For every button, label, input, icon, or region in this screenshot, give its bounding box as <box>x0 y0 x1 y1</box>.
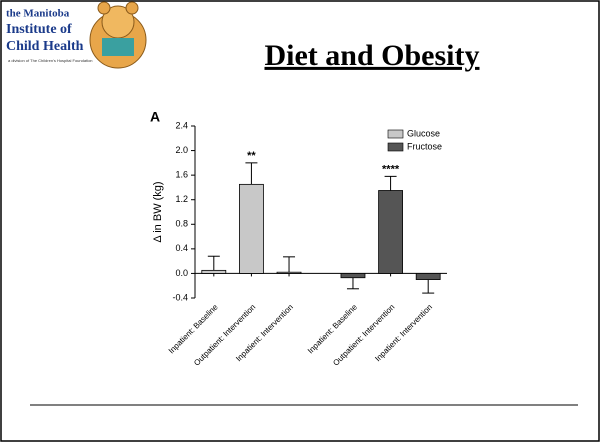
logo-text: the Manitoba <box>6 8 70 20</box>
legend-swatch <box>387 129 404 139</box>
slide-title: Diet and Obesity <box>264 39 479 72</box>
logo-text: Child Health <box>6 39 84 54</box>
bar <box>239 183 264 274</box>
panel-label: A <box>150 109 160 125</box>
legend-label: Glucose <box>407 128 440 138</box>
error-bar <box>346 277 359 290</box>
legend-swatch <box>387 142 404 152</box>
error-bar <box>384 175 397 191</box>
logo-bear-ear <box>97 1 111 15</box>
y-axis-label: Δ in BW (kg) <box>152 181 164 242</box>
error-bar <box>422 279 435 294</box>
y-tick-label: 1.2 <box>175 194 188 204</box>
y-tick-label: 0.0 <box>175 268 188 278</box>
bar <box>378 190 403 274</box>
logo-tagline: a division of The Children's Hospital Fo… <box>8 58 93 63</box>
logo-bear-ear <box>125 1 139 15</box>
bar <box>415 273 441 280</box>
y-tick-label: 2.4 <box>175 120 188 130</box>
y-tick-label: -0.4 <box>172 292 188 302</box>
logo-bear-shirt <box>102 38 134 56</box>
bar <box>340 273 366 279</box>
bar <box>201 269 227 274</box>
significance: ** <box>247 150 256 162</box>
error-bar <box>207 255 220 271</box>
logo-text: Institute of <box>6 22 72 37</box>
logo: the Manitoba Institute of Child Health a… <box>6 1 147 69</box>
bar <box>276 271 302 274</box>
error-bar <box>245 162 258 185</box>
y-tick-label: 1.6 <box>175 170 188 180</box>
legend-label: Fructose <box>407 141 442 151</box>
error-bar <box>283 256 296 273</box>
y-tick-label: 0.4 <box>175 243 188 253</box>
y-tick-label: 2.0 <box>175 145 188 155</box>
y-tick-label: 0.8 <box>175 219 188 229</box>
significance: **** <box>382 163 400 175</box>
